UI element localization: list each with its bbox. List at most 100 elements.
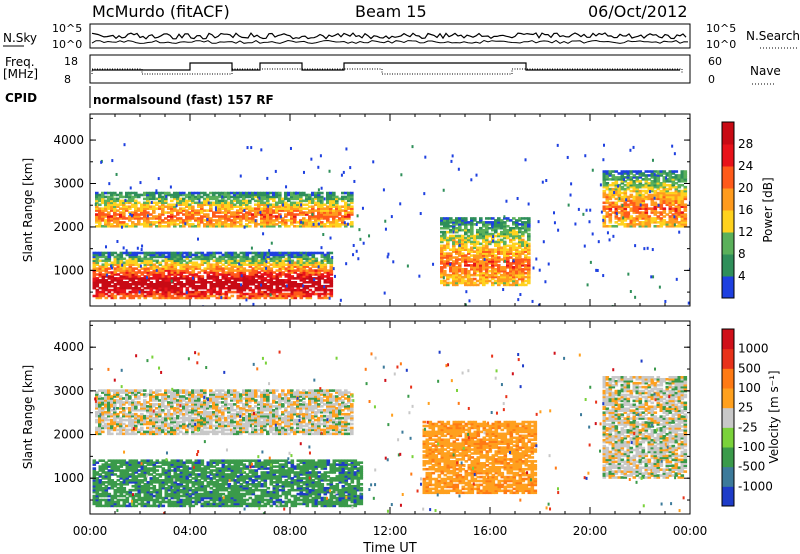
echo-cell: [518, 244, 522, 248]
echo-cell: [494, 264, 498, 267]
echo-cell: [611, 181, 616, 185]
echo-cell: [311, 199, 315, 203]
echo-cell: [149, 459, 154, 462]
echo-cell: [239, 257, 244, 261]
echo-cell: [146, 469, 151, 472]
echo-cell: [170, 195, 174, 199]
freq-tick-top: 18: [64, 55, 78, 68]
echo-cell: [650, 201, 655, 205]
echo-cell: [446, 224, 450, 228]
echo-cell: [92, 281, 97, 284]
echo-cell: [98, 275, 103, 278]
echo-cell: [149, 251, 154, 255]
echo-cell: [443, 221, 447, 224]
echo-cell: [464, 244, 468, 248]
echo-cell: [500, 246, 504, 250]
echo-cell: [197, 197, 201, 201]
echo-cell: [290, 284, 295, 288]
echo-cell: [194, 253, 199, 257]
echo-cell: [290, 207, 294, 210]
echo-cell: [272, 205, 276, 208]
echo-cell: [275, 259, 280, 263]
echo-cell: [251, 269, 256, 272]
noise-cell: [355, 249, 358, 253]
echo-cell: [677, 195, 682, 199]
echo-cell: [275, 211, 279, 214]
echo-cell: [185, 211, 189, 214]
echo-cell: [212, 269, 217, 272]
echo-cell: [245, 193, 249, 197]
noise-cell: [383, 291, 386, 295]
echo-cell: [230, 263, 235, 266]
echo-cell: [149, 467, 154, 470]
echo-cell: [92, 251, 97, 255]
echo-cell: [242, 195, 246, 199]
echo-cell: [230, 255, 235, 259]
echo-cell: [188, 193, 192, 197]
echo-cell: [137, 255, 142, 259]
echo-cell: [473, 219, 477, 222]
echo-cell: [221, 292, 226, 296]
echo-cell: [623, 193, 628, 197]
echo-cell: [176, 193, 180, 197]
echo-cell: [677, 213, 682, 216]
echo-cell: [620, 195, 625, 199]
echo-cell: [188, 279, 193, 282]
echo-cell: [335, 203, 339, 207]
echo-cell: [188, 215, 192, 218]
echo-cell: [269, 267, 274, 270]
echo-cell: [305, 269, 310, 272]
echo-cell: [212, 224, 216, 228]
echo-cell: [227, 253, 232, 257]
echo-cell: [200, 217, 204, 220]
echo-cell: [140, 486, 145, 490]
echo-cell: [311, 251, 316, 255]
noise-cell: [418, 274, 421, 278]
echo-cell: [128, 282, 133, 286]
echo-cell: [179, 257, 184, 261]
echo-cell: [239, 195, 243, 199]
echo-cell: [263, 191, 267, 195]
echo-cell: [662, 209, 667, 212]
echo-cell: [242, 269, 247, 272]
echo-cell: [635, 187, 640, 191]
echo-cell: [299, 284, 304, 288]
echo-cell: [173, 255, 178, 259]
echo-cell: [155, 207, 159, 210]
echo-cell: [653, 181, 658, 185]
echo-cell: [107, 475, 112, 478]
echo-cell: [311, 290, 316, 294]
echo-cell: [119, 261, 124, 265]
echo-cell: [329, 259, 334, 263]
echo-cell: [677, 221, 682, 224]
echo-cell: [320, 292, 325, 296]
echo-cell: [458, 269, 462, 273]
echo-cell: [284, 215, 288, 218]
echo-cell: [455, 273, 459, 277]
echo-cell: [296, 269, 301, 272]
echo-cell: [506, 250, 510, 253]
echo-cell: [488, 252, 492, 255]
echo-cell: [215, 221, 219, 224]
echo-cell: [461, 260, 465, 263]
echo-cell: [281, 253, 286, 257]
echo-cell: [212, 284, 217, 288]
echo-cell: [101, 482, 106, 486]
echo-cell: [158, 502, 163, 506]
echo-cell: [155, 504, 160, 508]
echo-cell: [338, 205, 342, 208]
echo-cell: [92, 271, 97, 274]
echo-cell: [602, 189, 607, 193]
echo-cell: [512, 277, 516, 281]
echo-cell: [134, 481, 139, 484]
echo-cell: [275, 207, 279, 210]
echo-cell: [512, 234, 516, 238]
echo-cell: [116, 475, 121, 478]
echo-cell: [266, 207, 270, 210]
echo-cell: [467, 279, 471, 283]
noise-cell: [220, 296, 223, 300]
echo-cell: [185, 215, 189, 218]
echo-cell: [113, 482, 118, 486]
echo-cell: [629, 172, 634, 175]
echo-cell: [605, 170, 610, 173]
